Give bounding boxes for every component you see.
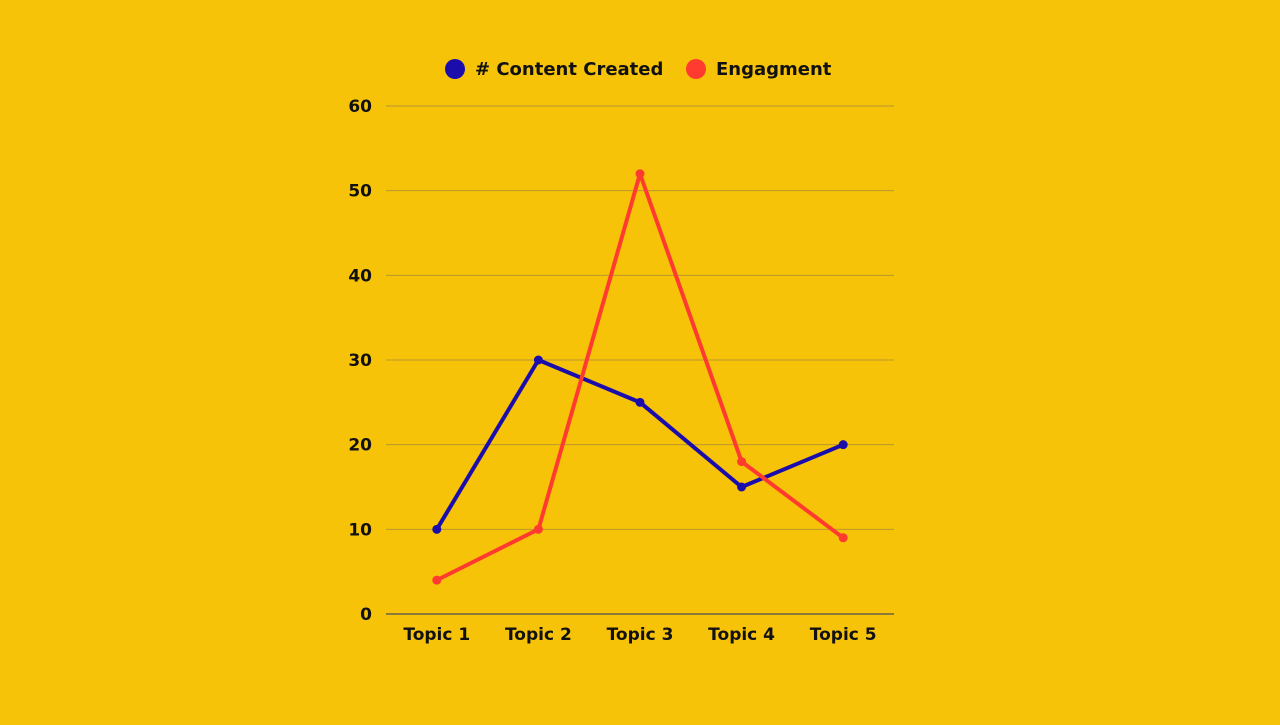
y-tick-label: 30 xyxy=(348,351,372,371)
y-tick-label: 20 xyxy=(348,436,372,456)
data-point xyxy=(635,169,645,179)
legend: # Content Created Engagment xyxy=(445,59,832,80)
legend-marker-content-created xyxy=(445,59,465,79)
x-axis: Topic 1 Topic 2 Topic 3 Topic 4 Topic 5 xyxy=(386,613,894,645)
data-point xyxy=(838,440,848,450)
legend-item-content-created: # Content Created xyxy=(445,59,663,80)
y-tick-label: 10 xyxy=(348,520,372,540)
x-tick-label: Topic 5 xyxy=(810,625,877,645)
x-tick-label: Topic 4 xyxy=(708,625,775,645)
data-point xyxy=(533,524,543,534)
legend-item-engagment: Engagment xyxy=(686,59,832,80)
data-point xyxy=(838,533,848,543)
legend-label-content-created: # Content Created xyxy=(475,59,663,80)
y-tick-label: 40 xyxy=(348,266,372,286)
gridlines xyxy=(386,105,894,530)
y-tick-label: 0 xyxy=(360,605,372,625)
x-tick-label: Topic 1 xyxy=(403,625,470,645)
x-tick-label: Topic 2 xyxy=(505,625,572,645)
legend-marker-engagment xyxy=(686,59,706,79)
x-tick-label: Topic 3 xyxy=(607,625,674,645)
data-point xyxy=(432,524,442,534)
data-point xyxy=(635,397,645,407)
data-point xyxy=(432,575,442,585)
data-point xyxy=(737,482,747,492)
series-line-1 xyxy=(434,171,846,583)
y-tick-label: 60 xyxy=(348,97,372,117)
data-point xyxy=(533,355,543,365)
data-point xyxy=(737,457,747,467)
series-layer xyxy=(432,169,848,585)
y-axis: 0 10 20 30 40 50 60 xyxy=(348,97,372,625)
legend-label-engagment: Engagment xyxy=(716,59,832,80)
y-tick-label: 50 xyxy=(348,182,372,202)
